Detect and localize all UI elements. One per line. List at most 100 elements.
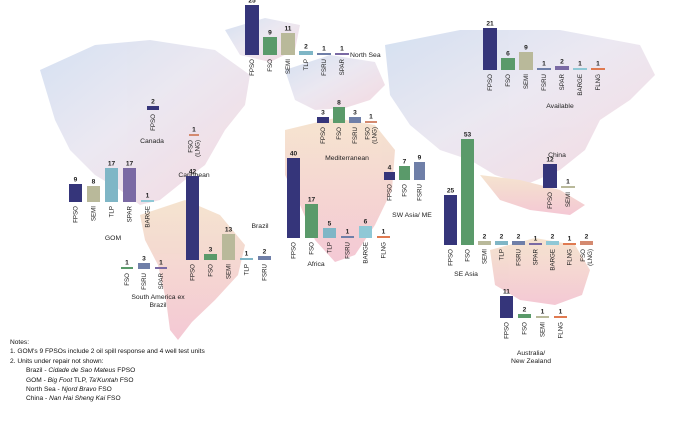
bar-africa-barge <box>359 226 372 238</box>
region-africa: 40 FPSO 17 FSO 5 TLP 1 FSRU 6 BARGE 1 FLNG Africa <box>287 151 390 268</box>
value-label-north-sea-fsru: 1 <box>322 46 326 53</box>
bar-brazil-fso <box>204 254 217 260</box>
cat-label-se-asia-fso-lng: (LNG) <box>587 249 594 266</box>
region-name-caribbean: Caribbean <box>178 172 210 179</box>
bar-available-barge <box>573 68 587 70</box>
region-canada: 2 FPSO Canada <box>140 99 164 146</box>
value-label-africa-fpso: 40 <box>290 151 298 158</box>
bar-se-asia-spar <box>529 243 542 245</box>
cat-label-africa-fsru: FSRU <box>345 242 352 259</box>
bar-north-sea-tlp <box>299 51 313 55</box>
value-label-se-asia-fpso: 25 <box>447 188 455 195</box>
cat-label-africa-tlp: TLP <box>327 242 334 253</box>
cat-label-se-asia-barge: BARGE <box>550 249 557 271</box>
bar-sw-asia-me-fsru <box>414 162 425 180</box>
value-label-se-asia-fsru: 2 <box>517 234 521 241</box>
value-label-mediterranean-fso: 8 <box>337 100 341 107</box>
cat-label-north-sea-fso: FSO <box>267 59 274 72</box>
bar-africa-fso <box>305 204 318 238</box>
cat-label-se-asia-fpso: FPSO <box>448 249 455 266</box>
cat-label-gom-barge: BARGE <box>145 206 152 228</box>
bar-north-sea-semi <box>281 33 295 55</box>
bar-brazil-tlp <box>240 258 253 260</box>
repair-gom: GOM - Big Foot TLP, Ta'Kuntah FSO <box>26 376 134 384</box>
cat-label-available-fsru: FSRU <box>541 74 548 91</box>
region-name-se-asia: SE Asia <box>454 271 478 278</box>
cat-label-available-semi: SEMI <box>523 74 530 89</box>
world-map-background <box>40 18 655 340</box>
cat-label-se-asia-fso: FSO <box>465 249 472 262</box>
value-label-gom-semi: 8 <box>92 179 96 186</box>
value-label-available-barge: 1 <box>578 61 582 68</box>
cat-label-mediterranean-fso-lng: (LNG) <box>372 127 379 144</box>
cat-label-china-semi: SEMI <box>565 192 572 207</box>
value-label-australia-new-zealand-flng: 1 <box>559 309 563 316</box>
bar-available-semi <box>519 52 533 70</box>
cat-label-australia-new-zealand-flng: FLNG <box>558 322 565 339</box>
notes-heading: Notes: <box>10 339 30 346</box>
cat-label-sw-asia-me-fso: FSO <box>402 184 409 197</box>
south-america-shape <box>140 200 245 340</box>
repair-north-sea: North Sea - Njord Bravo FSO <box>26 386 112 394</box>
bar-se-asia-fpso <box>444 195 457 245</box>
bar-mediterranean-fso <box>333 107 345 123</box>
cat-label-africa-fso: FSO <box>309 242 316 255</box>
bar-gom-fpso <box>69 184 82 202</box>
bar-available-fso <box>501 58 515 70</box>
value-label-available-fsru: 1 <box>542 61 546 68</box>
bar-available-flng <box>591 68 605 70</box>
notes-line-1: 1. GOM's 9 FPSOs include 2 oil spill res… <box>10 348 205 356</box>
value-label-sw-asia-me-fso: 7 <box>403 159 407 166</box>
repair-brazil: Brazil - Cidade de Sao Mateus FPSO <box>26 367 136 375</box>
value-label-south-america-ex-brazil-fso: 1 <box>125 260 129 267</box>
bar-south-america-ex-brazil-fso <box>121 267 133 269</box>
cat-label-se-asia-spar: SPAR <box>533 248 540 265</box>
region-name-sw-asia-me: SW Asia/ ME <box>392 212 432 219</box>
value-label-se-asia-barge: 2 <box>551 234 555 241</box>
cat-label-north-sea-tlp: TLP <box>303 59 310 70</box>
cat-label-china-fpso: FPSO <box>547 192 554 209</box>
bar-se-asia-barge <box>546 241 559 245</box>
region-name-australia-new-zealand: New Zealand <box>511 358 551 365</box>
bars-layer: 25 FPSO 9 FSO 1 1 SEMI 2 TLP 1 FSRU 1 SPAR North Sea 2… <box>69 0 605 365</box>
cat-label-mediterranean-fso-lng: FSO <box>365 127 372 140</box>
cat-label-brazil-fsru: FSRU <box>262 264 269 281</box>
bar-available-fsru <box>537 68 551 70</box>
value-label-available-flng: 1 <box>596 61 600 68</box>
region-name-gom: GOM <box>105 235 122 242</box>
region-australia-new-zealand: 11 FPSO 2 FSO 1 SEMI 1 FLNG Australia/New Zealan… <box>500 289 567 365</box>
bar-australia-new-zealand-flng <box>554 316 567 318</box>
bar-north-sea-fsru <box>317 53 331 55</box>
value-label-mediterranean-fsru: 3 <box>353 110 357 117</box>
bar-mediterranean-fsru <box>349 117 361 123</box>
value-label-mediterranean-fpso: 3 <box>321 110 325 117</box>
bar-china-fpso <box>543 164 557 188</box>
cat-label-se-asia-flng: FLNG <box>567 249 574 266</box>
cat-label-south-america-ex-brazil-spar: SPAR <box>158 272 165 289</box>
value-label-available-semi: 9 <box>524 45 528 52</box>
value-label-south-america-ex-brazil-spar: 1 <box>159 260 163 267</box>
bar-available-spar <box>555 66 569 70</box>
region-china: 12 FPSO 1 SEMI China <box>543 152 575 209</box>
cat-label-africa-fpso: FPSO <box>291 242 298 259</box>
bar-brazil-semi <box>222 234 235 260</box>
cat-label-north-sea-spar: SPAR <box>339 58 346 75</box>
value-label-brazil-fso: 3 <box>209 247 213 254</box>
bar-se-asia-tlp <box>495 241 508 245</box>
value-label-se-asia-tlp: 2 <box>500 234 504 241</box>
region-name-mediterranean: Mediterranean <box>325 155 369 162</box>
bar-africa-fpso <box>287 158 300 238</box>
cat-label-australia-new-zealand-fso: FSO <box>522 322 529 335</box>
cat-label-brazil-fpso: FPSO <box>190 264 197 281</box>
notes-line-2: 2. Units under repair not shown: <box>10 357 104 365</box>
cat-label-gom-semi: SEMI <box>91 206 98 221</box>
bar-brazil-fsru <box>258 256 271 260</box>
value-label-sw-asia-me-fpso: 4 <box>388 165 392 172</box>
value-label-brazil-semi: 13 <box>225 227 233 234</box>
region-north-sea: 25 FPSO 9 FSO 11 SEMI 2 TLP 1 FSRU 1 SPAR North Sea <box>245 0 381 76</box>
region-name-north-sea: North Sea <box>350 52 381 59</box>
value-label-north-sea-tlp: 2 <box>304 44 308 51</box>
bar-gom-spar <box>123 168 136 202</box>
bar-china-semi <box>561 186 575 188</box>
